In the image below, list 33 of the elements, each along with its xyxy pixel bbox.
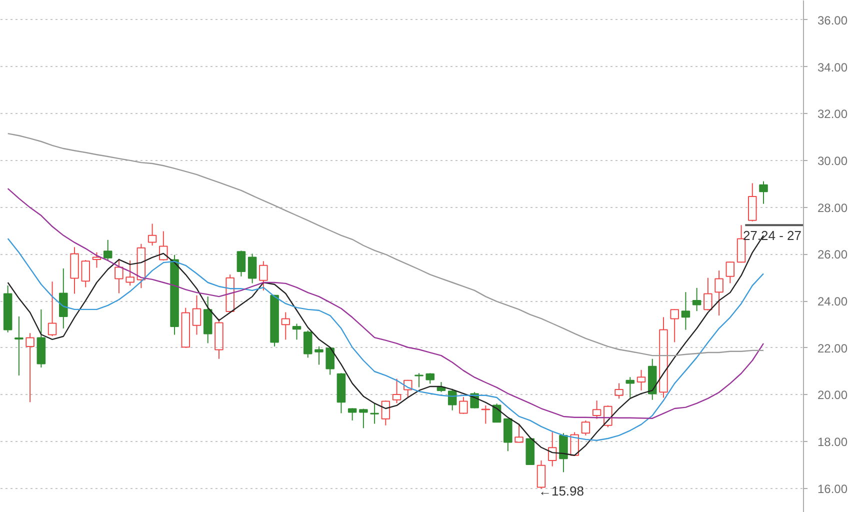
candlestick: [14, 316, 24, 376]
candlestick: [692, 287, 702, 312]
candlestick: [259, 260, 268, 291]
candlestick: [59, 268, 68, 329]
ref-line-label: 27.24 - 27: [742, 228, 802, 244]
candlestick: [648, 358, 657, 400]
y-tick-label: 24.00: [818, 294, 848, 308]
y-tick-label: 22.00: [818, 341, 848, 356]
y-tick-label: 36.00: [818, 13, 848, 28]
candlestick: [70, 246, 79, 294]
y-tick-label: 30.00: [818, 154, 848, 168]
candlestick: [636, 369, 646, 391]
candlestick: [292, 323, 302, 340]
candlestick: [370, 403, 379, 424]
candlestick: [281, 312, 290, 340]
candlestick: [203, 296, 212, 344]
candlestick: [659, 316, 668, 398]
y-tick-label: 32.00: [818, 107, 848, 122]
y-tick-label: 26.00: [818, 248, 848, 262]
candlestick: [170, 254, 179, 336]
candlestick: [714, 270, 724, 316]
candlestick: [148, 223, 157, 246]
y-tick-label: 16.00: [818, 482, 848, 496]
candlestick: [626, 376, 635, 398]
y-tick-label: 34.00: [818, 60, 848, 74]
candlestick: [681, 292, 690, 330]
y-tick-label: 20.00: [818, 388, 848, 402]
y-tick-label: 18.00: [818, 435, 848, 450]
annotation: ←15.98: [538, 483, 584, 498]
candlestick: [192, 294, 202, 336]
y-tick-label: 28.00: [818, 200, 848, 215]
candlestick: [26, 332, 34, 403]
candlestick: [548, 432, 557, 467]
